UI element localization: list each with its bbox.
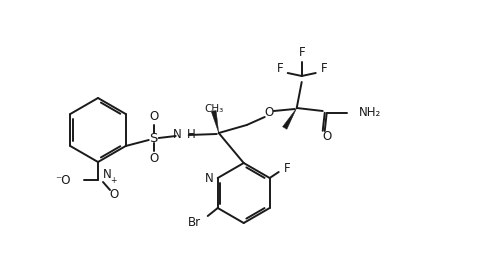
- Polygon shape: [282, 108, 297, 129]
- Text: O: O: [149, 152, 158, 166]
- Text: F: F: [298, 46, 305, 60]
- Text: S: S: [149, 131, 158, 144]
- Text: N: N: [103, 168, 112, 181]
- Text: N: N: [173, 129, 182, 142]
- Text: O: O: [322, 130, 331, 144]
- Text: O: O: [109, 188, 119, 201]
- Text: CH₃: CH₃: [204, 104, 223, 114]
- Text: O: O: [149, 111, 158, 123]
- Text: Br: Br: [188, 215, 201, 228]
- Text: H: H: [187, 129, 195, 142]
- Text: F: F: [283, 161, 290, 174]
- Text: ⁻O: ⁻O: [56, 174, 71, 187]
- Text: F: F: [277, 61, 283, 74]
- Text: N: N: [205, 171, 214, 184]
- Text: NH₂: NH₂: [359, 107, 381, 120]
- Text: +: +: [110, 176, 116, 185]
- Text: F: F: [320, 61, 327, 74]
- Polygon shape: [211, 111, 219, 133]
- Text: O: O: [264, 107, 273, 120]
